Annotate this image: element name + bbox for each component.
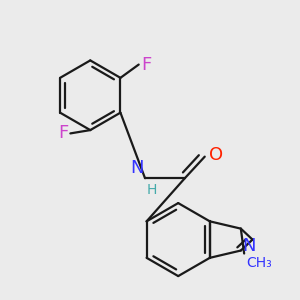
Text: F: F <box>141 56 152 74</box>
Text: F: F <box>58 124 69 142</box>
Text: H: H <box>147 183 157 197</box>
Text: N: N <box>242 237 256 255</box>
Text: N: N <box>130 158 143 176</box>
Text: CH₃: CH₃ <box>246 256 272 270</box>
Text: O: O <box>209 146 223 164</box>
